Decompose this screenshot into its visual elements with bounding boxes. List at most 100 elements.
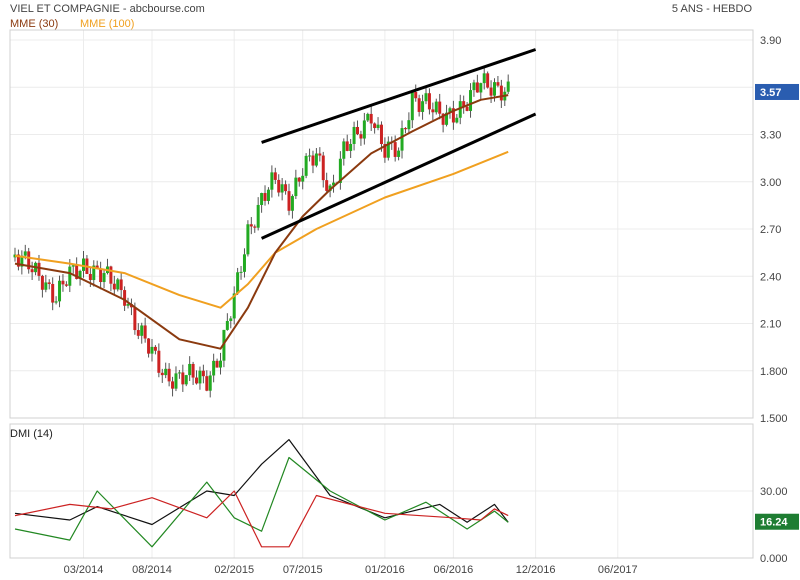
dmi-lines (14, 439, 509, 548)
legend-mme30: MME (30) (10, 18, 59, 30)
candle-body (68, 266, 72, 286)
price-tick-label: 3.90 (760, 35, 781, 47)
candle-body (160, 372, 164, 376)
candle-body (318, 153, 322, 156)
candle-body (212, 360, 216, 376)
candle-body (277, 179, 281, 193)
candle-body (297, 177, 301, 182)
candle-body (119, 279, 123, 291)
candle-body (263, 193, 267, 201)
dmi-series-line (14, 456, 509, 548)
candle-body (136, 330, 140, 336)
candle-body (205, 376, 209, 391)
candle-body (493, 82, 496, 96)
price-tick-label: 2.10 (760, 319, 781, 331)
candle-body (445, 112, 449, 125)
candle-body (99, 268, 103, 283)
candle-body (479, 83, 483, 93)
candle-body (191, 363, 195, 378)
candle-body (328, 185, 332, 191)
candle-body (448, 108, 452, 113)
candle-body (369, 113, 373, 124)
candle-body (116, 279, 120, 290)
last-price-value: 3.57 (760, 87, 781, 99)
candle-body (177, 372, 181, 374)
candle-body (102, 273, 106, 283)
dmi-series-line (14, 439, 509, 526)
candle-body (239, 271, 243, 273)
candle-body (225, 320, 229, 330)
candle-body (338, 158, 342, 183)
candle-body (506, 81, 510, 92)
candle-body (92, 265, 96, 281)
candle-body (362, 120, 366, 139)
candle-body (376, 124, 380, 129)
candle-body (109, 266, 113, 284)
trend-channel (260, 48, 537, 240)
candle-body (386, 141, 390, 158)
candle-body (462, 101, 466, 107)
candle-body (147, 338, 151, 354)
candle-body (123, 290, 127, 306)
candle-body (301, 175, 305, 182)
candle-body (304, 155, 308, 176)
candle-body (164, 368, 168, 376)
candle-body (424, 93, 428, 102)
legend-dmi: DMI (14) (10, 428, 53, 440)
x-tick-label: 07/2015 (283, 564, 323, 576)
candle-body (260, 193, 264, 205)
candle-body (30, 269, 34, 273)
x-axis: 03/2014 08/2014 02/2015 07/2015 01/2016 06/20… (64, 564, 638, 576)
candle-body (438, 101, 442, 114)
candle-body (308, 155, 312, 157)
channel-lower-line (260, 112, 537, 240)
candle-body (88, 273, 92, 281)
moving-averages (14, 94, 509, 350)
period-label: 5 ANS - HEBDO (671, 3, 752, 15)
candle-body (427, 93, 431, 110)
candle-body (256, 204, 260, 228)
candle-body (133, 307, 137, 331)
mme100-line (14, 150, 509, 309)
price-tick-label: 3.00 (760, 177, 781, 189)
candle-body (171, 381, 175, 389)
candle-body (332, 182, 336, 186)
value-badges: 3.57 16.24 (755, 83, 799, 530)
candle-body (95, 265, 99, 269)
mme30-line (14, 94, 509, 350)
candle-body (294, 177, 298, 197)
candle-body (486, 73, 490, 88)
candle-body (153, 346, 157, 351)
candle-body (58, 280, 62, 302)
candle-body (54, 301, 58, 303)
price-tick-label: 1.500 (760, 413, 788, 425)
last-price-badge (755, 83, 799, 100)
price-tick-label: 2.40 (760, 271, 781, 283)
candle-body (181, 372, 185, 385)
x-tick-label: 06/2017 (598, 564, 638, 576)
candle-body (311, 155, 315, 166)
candle-body (451, 108, 455, 123)
candle-body (188, 363, 192, 376)
candle-body (469, 90, 473, 111)
candle-body (143, 325, 147, 339)
candle-body (356, 126, 359, 135)
candle-body (140, 325, 144, 336)
candle-body (400, 128, 404, 151)
dmi-tick-label: 30.00 (760, 486, 788, 498)
candle-body (232, 293, 236, 319)
dmi-value-badge (755, 513, 799, 530)
candle-body (195, 377, 199, 384)
price-tick-label: 2.70 (760, 224, 781, 236)
candle-body (157, 350, 161, 373)
candle-body (61, 280, 65, 285)
candle-body (284, 184, 288, 192)
x-tick-label: 12/2016 (516, 564, 556, 576)
dmi-series-line (14, 490, 509, 548)
candle-body (27, 251, 31, 270)
candle-body (475, 82, 479, 93)
x-tick-label: 01/2016 (365, 564, 405, 576)
candle-body (23, 251, 27, 256)
price-tick-label: 1.800 (760, 366, 788, 378)
candles (13, 65, 510, 398)
